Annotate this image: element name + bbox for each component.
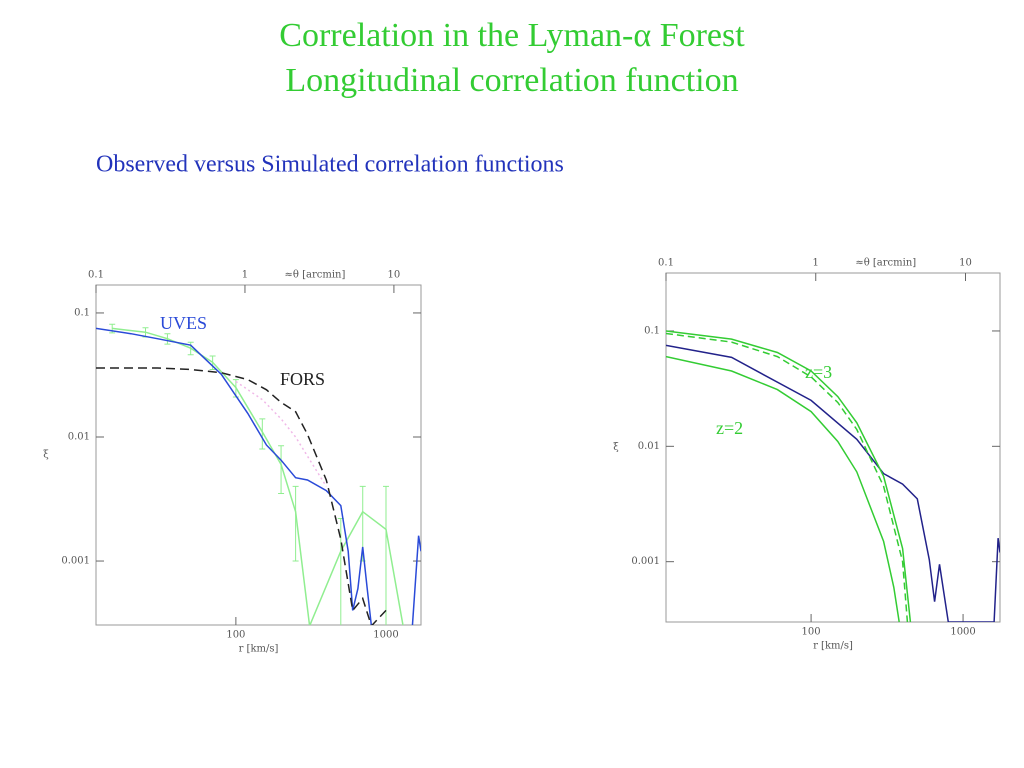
plot-area [666, 330, 1000, 622]
x-tick-label: 1000 [950, 627, 975, 638]
plot-frame [665, 272, 1001, 623]
y-tick-label: 0.1 [644, 325, 660, 336]
plot-area [96, 323, 421, 625]
x2-tick-label: 0.1 [658, 258, 674, 269]
series-label: UVES [160, 313, 207, 333]
error-bar [278, 445, 285, 495]
plot-frame [95, 284, 422, 626]
y-tick-label: 0.001 [61, 556, 90, 567]
x-axis-label: r [km/s] [239, 644, 279, 655]
series-line [112, 327, 404, 625]
x-axis-label: r [km/s] [813, 641, 853, 652]
slide-subtitle: Observed versus Simulated correlation fu… [96, 152, 564, 178]
y-tick-label: 0.001 [631, 556, 660, 567]
x2-tick-label: 10 [959, 258, 972, 269]
x2-tick-label: 0.1 [88, 270, 104, 281]
slide-title: Correlation in the Lyman-α Forest [279, 17, 745, 54]
x2-tick-label: 10 [388, 270, 401, 281]
series-line [235, 380, 327, 487]
x-tick-label: 1000 [373, 630, 398, 641]
error-bar [187, 341, 194, 356]
error-bar [382, 485, 389, 625]
series-line [96, 327, 421, 625]
series-label: z=2 [716, 418, 743, 438]
error-bar [209, 355, 216, 371]
error-bar [164, 333, 171, 345]
x2-tick-label: 1 [813, 258, 819, 269]
series-label: FORS [280, 369, 325, 389]
x-tick-label: 100 [802, 627, 821, 638]
series-line [666, 332, 909, 622]
x2-axis-label: ≈θ [arcmin] [285, 270, 346, 281]
series-line [666, 330, 912, 622]
series-line [96, 367, 387, 625]
y-tick-label: 0.1 [74, 307, 90, 318]
slide-title: Longitudinal correlation function [285, 62, 738, 99]
y-axis-label: ξ [613, 442, 619, 453]
series-line [666, 355, 900, 622]
series-label: z=3 [805, 362, 832, 382]
series-line [666, 344, 1000, 622]
error-bar [259, 418, 266, 450]
x2-axis-label: ≈θ [arcmin] [855, 258, 916, 269]
error-bar [292, 485, 299, 562]
x2-tick-label: 1 [242, 270, 248, 281]
y-tick-label: 0.01 [638, 441, 660, 452]
y-tick-label: 0.01 [68, 431, 90, 442]
y-axis-label: ξ [43, 450, 49, 461]
x-tick-label: 100 [226, 630, 245, 641]
